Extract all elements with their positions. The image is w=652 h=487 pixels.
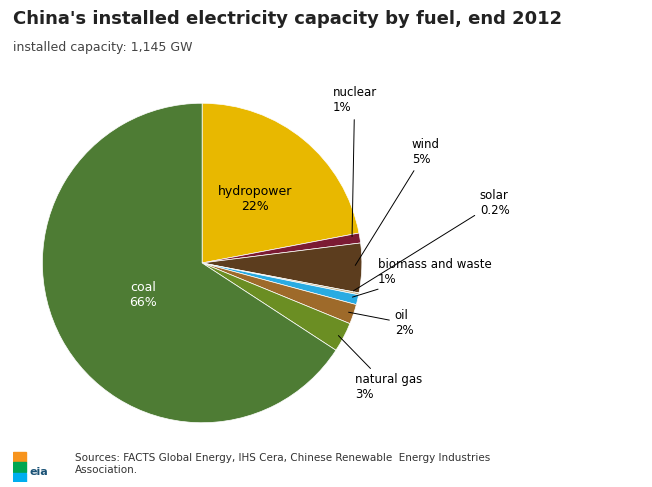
Text: solar
0.2%: solar 0.2% [353, 189, 510, 291]
Wedge shape [202, 103, 359, 263]
Bar [13, 472, 25, 482]
Wedge shape [202, 263, 359, 305]
Wedge shape [202, 263, 357, 324]
Text: eia: eia [29, 467, 48, 477]
Wedge shape [202, 233, 361, 263]
Text: hydropower
22%: hydropower 22% [218, 185, 292, 213]
Text: installed capacity: 1,145 GW: installed capacity: 1,145 GW [13, 41, 192, 55]
Bar [13, 462, 25, 472]
Text: wind
5%: wind 5% [355, 137, 440, 265]
Text: nuclear
1%: nuclear 1% [333, 86, 377, 237]
Wedge shape [202, 263, 359, 295]
Text: oil
2%: oil 2% [349, 309, 413, 337]
Wedge shape [202, 263, 350, 350]
Text: biomass and waste
1%: biomass and waste 1% [353, 258, 492, 297]
Text: natural gas
3%: natural gas 3% [338, 336, 422, 401]
Bar [13, 452, 25, 462]
Wedge shape [202, 243, 362, 293]
Text: coal
66%: coal 66% [129, 281, 157, 309]
Text: Sources: FACTS Global Energy, IHS Cera, Chinese Renewable  Energy Industries
Ass: Sources: FACTS Global Energy, IHS Cera, … [75, 453, 490, 475]
Wedge shape [42, 103, 336, 423]
Text: China's installed electricity capacity by fuel, end 2012: China's installed electricity capacity b… [13, 10, 562, 28]
